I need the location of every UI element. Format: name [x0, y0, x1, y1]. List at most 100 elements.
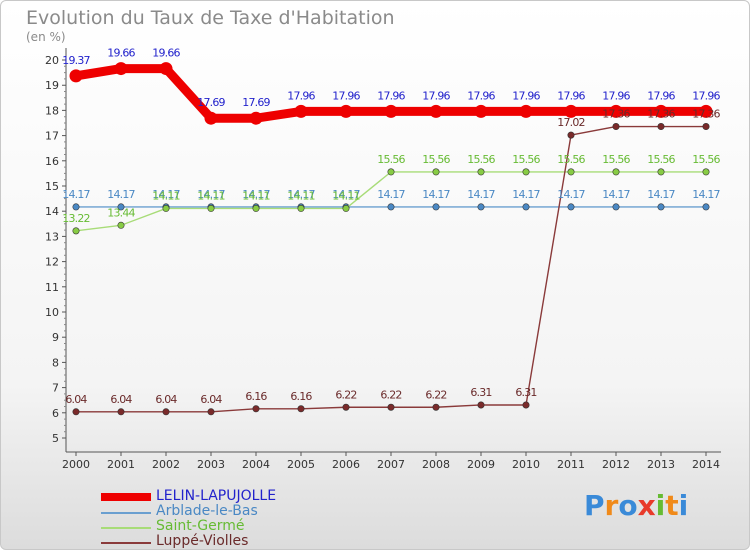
data-label: 17.96	[647, 89, 675, 102]
legend-swatch	[101, 493, 151, 501]
data-label: 15.56	[422, 153, 450, 166]
data-label: 14.17	[422, 188, 450, 201]
data-point	[204, 111, 218, 125]
data-point	[72, 203, 80, 211]
y-tick-label: 17	[45, 130, 59, 143]
data-point	[297, 204, 305, 212]
legend-label: LELIN-LAPUJOLLE	[156, 488, 277, 504]
data-label: 14.17	[62, 188, 90, 201]
data-label: 15.56	[467, 153, 495, 166]
data-label: 14.17	[377, 188, 405, 201]
data-label: 17.96	[512, 89, 540, 102]
data-label: 6.16	[290, 390, 312, 403]
data-point	[117, 203, 125, 211]
y-tick-label: 16	[45, 155, 59, 168]
data-label: 6.31	[470, 386, 491, 399]
data-point	[702, 123, 710, 131]
x-tick-label: 2013	[647, 458, 675, 471]
data-point	[567, 203, 575, 211]
data-point	[297, 405, 305, 413]
data-label: 13.22	[62, 212, 90, 225]
data-point	[432, 203, 440, 211]
data-point	[522, 401, 530, 409]
data-label: 13.44	[107, 206, 135, 219]
data-label: 15.56	[512, 153, 540, 166]
y-tick-label: 13	[45, 230, 59, 243]
data-label: 6.04	[65, 393, 87, 406]
data-label: 14.17	[197, 188, 225, 201]
data-label: 6.22	[335, 388, 356, 401]
x-tick-label: 2003	[197, 458, 225, 471]
x-tick-label: 2010	[512, 458, 540, 471]
data-point	[252, 405, 260, 413]
data-label: 14.11	[242, 189, 270, 202]
y-tick-label: 18	[45, 104, 59, 117]
data-point	[249, 111, 263, 125]
data-point	[432, 403, 440, 411]
data-point	[699, 104, 713, 118]
data-point	[477, 168, 485, 176]
x-tick-label: 2000	[62, 458, 90, 471]
y-tick-label: 15	[45, 180, 59, 193]
data-point	[159, 62, 173, 76]
data-point	[477, 203, 485, 211]
data-label: 17.69	[242, 96, 270, 109]
data-point	[72, 227, 80, 235]
data-label: 14.11	[152, 189, 180, 202]
data-point	[384, 104, 398, 118]
data-label: 14.11	[197, 189, 225, 202]
data-point	[117, 221, 125, 229]
data-label: 17.02	[557, 116, 585, 129]
data-label: 14.11	[287, 189, 315, 202]
legend-label: Saint-Germé	[156, 518, 245, 534]
y-tick-label: 11	[45, 281, 59, 294]
x-tick-label: 2009	[467, 458, 495, 471]
legend-swatch	[101, 542, 151, 544]
y-tick-label: 6	[52, 407, 59, 420]
chart-title: Evolution du Taux de Taxe d'Habitation	[26, 7, 395, 29]
data-label: 15.56	[557, 153, 585, 166]
legend-label: Luppé-Violles	[156, 533, 249, 549]
data-label: 19.66	[107, 47, 135, 60]
legend-swatch	[101, 527, 151, 529]
data-point	[477, 401, 485, 409]
data-point	[117, 408, 125, 416]
data-label: 14.17	[332, 188, 360, 201]
x-tick-label: 2002	[152, 458, 180, 471]
data-point	[429, 104, 443, 118]
data-point	[72, 408, 80, 416]
x-tick-label: 2011	[557, 458, 585, 471]
data-point	[162, 408, 170, 416]
data-point	[387, 168, 395, 176]
data-label: 6.22	[380, 388, 401, 401]
data-point	[657, 123, 665, 131]
data-label: 17.36	[647, 108, 675, 121]
data-label: 14.11	[332, 189, 360, 202]
data-label: 6.16	[245, 390, 267, 403]
y-tick-label: 7	[52, 382, 59, 395]
data-point	[432, 168, 440, 176]
data-point	[387, 203, 395, 211]
data-label: 14.17	[242, 188, 270, 201]
data-label: 14.17	[152, 188, 180, 201]
data-label: 17.69	[197, 96, 225, 109]
legend-label: Arblade-le-Bas	[156, 503, 258, 519]
y-tick-label: 14	[45, 205, 59, 218]
data-point	[342, 403, 350, 411]
data-label: 19.66	[152, 47, 180, 60]
data-point	[294, 104, 308, 118]
data-label: 14.17	[107, 188, 135, 201]
x-tick-label: 2007	[377, 458, 405, 471]
brand-letter: r	[604, 489, 619, 522]
data-point	[522, 168, 530, 176]
data-point	[207, 408, 215, 416]
data-point	[609, 104, 623, 118]
data-label: 19.37	[62, 54, 90, 67]
data-label: 17.96	[557, 89, 585, 102]
y-tick-label: 5	[52, 432, 59, 445]
data-label: 15.56	[602, 153, 630, 166]
data-point	[564, 104, 578, 118]
data-label: 6.22	[425, 388, 446, 401]
